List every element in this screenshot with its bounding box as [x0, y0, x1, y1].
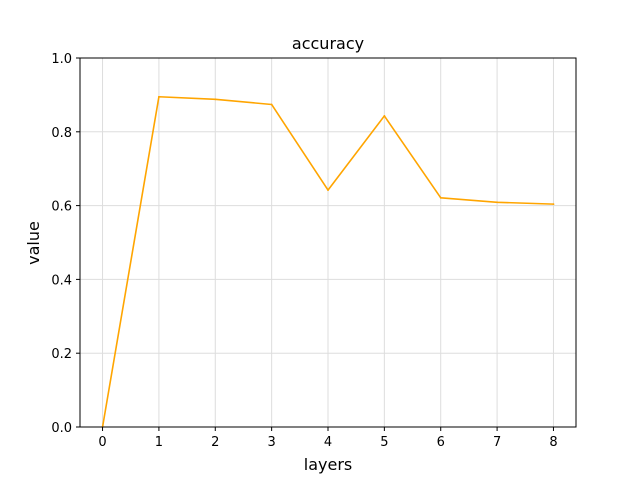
y-axis: 0.0 0.2 0.4 0.6 0.8 1.0	[51, 52, 80, 436]
data-point	[383, 115, 386, 117]
y-tick-label: 0.0	[51, 421, 72, 436]
y-tick-label: 0.2	[51, 347, 72, 362]
x-axis: 0 1 2 3 4 5 6 7 8	[98, 427, 558, 450]
y-tick-label: 1.0	[51, 52, 72, 67]
y-tick-label: 0.8	[51, 126, 72, 141]
x-tick-label: 0	[98, 435, 106, 450]
data-point	[496, 201, 498, 204]
y-tick-label: 0.6	[51, 200, 72, 215]
chart-title: accuracy	[292, 34, 364, 53]
data-point	[158, 95, 160, 98]
x-tick-label: 5	[380, 435, 388, 450]
data-point	[327, 189, 329, 192]
y-axis-title: value	[24, 221, 43, 265]
y-tick-label: 0.4	[51, 273, 72, 288]
data-point	[439, 196, 442, 199]
data-point	[552, 203, 555, 206]
data-point	[214, 98, 217, 101]
x-tick-label: 7	[493, 435, 501, 450]
x-tick-label: 6	[437, 435, 445, 450]
x-tick-label: 8	[549, 435, 557, 450]
x-tick-label: 3	[267, 435, 275, 450]
x-tick-label: 4	[324, 435, 332, 450]
x-tick-label: 1	[155, 435, 163, 450]
data-point	[270, 103, 273, 106]
grid	[80, 57, 576, 428]
x-axis-title: layers	[304, 455, 352, 474]
x-tick-label: 2	[211, 435, 219, 450]
